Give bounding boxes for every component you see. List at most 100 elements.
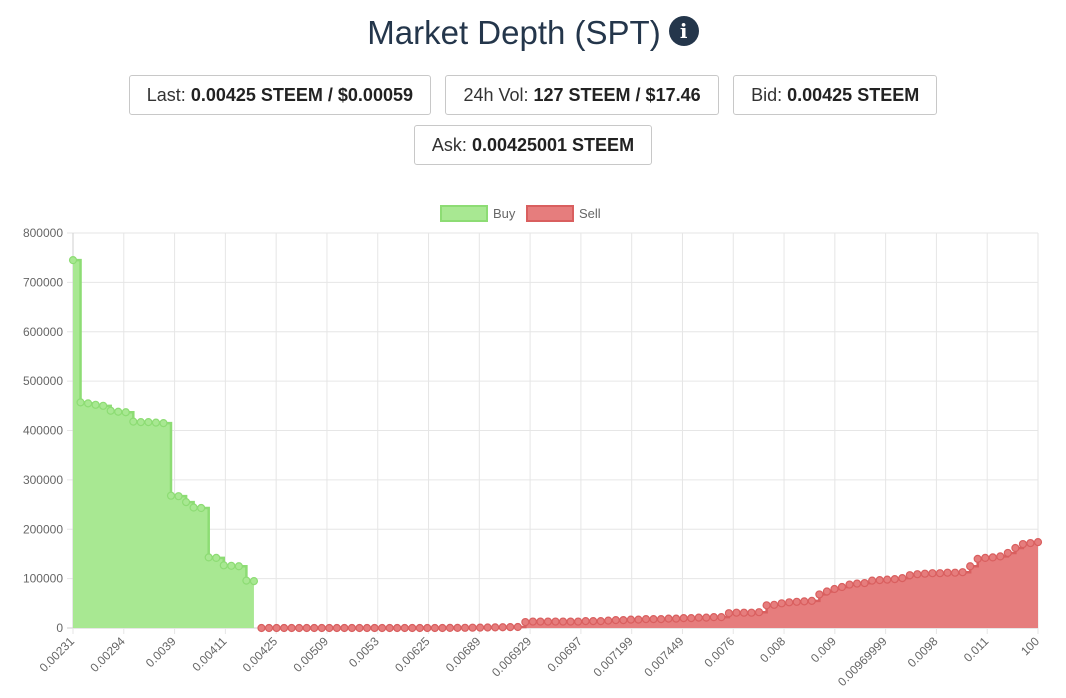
sell-point bbox=[958, 568, 967, 577]
sell-point bbox=[483, 623, 492, 632]
sell-point bbox=[860, 578, 869, 588]
buy-point bbox=[106, 406, 115, 415]
x-tick-label: 0.00625 bbox=[392, 634, 433, 675]
sell-point bbox=[317, 623, 326, 633]
sell-point bbox=[815, 590, 824, 599]
last-price-value: 0.00425 STEEM / $0.00059 bbox=[190, 85, 413, 105]
sell-point bbox=[415, 623, 424, 633]
sell-point bbox=[920, 569, 930, 578]
sell-point bbox=[770, 600, 779, 609]
buy-point bbox=[91, 400, 100, 409]
sell-point bbox=[272, 623, 281, 633]
sell-point bbox=[996, 552, 1005, 561]
y-tick-label: 400000 bbox=[23, 424, 63, 438]
sell-point bbox=[694, 613, 703, 622]
sell-point bbox=[1003, 548, 1012, 558]
sell-point bbox=[1018, 539, 1028, 549]
sell-point bbox=[837, 582, 847, 592]
sell-point bbox=[400, 623, 409, 633]
ask-value: 0.00425001 STEEM bbox=[471, 135, 635, 155]
buy-point bbox=[159, 418, 168, 428]
buy-point bbox=[136, 418, 145, 427]
sell-point bbox=[302, 623, 311, 633]
x-tick-label: 0.00425 bbox=[240, 634, 281, 675]
buy-point bbox=[151, 418, 161, 427]
last-price-label: Last: bbox=[146, 85, 186, 105]
buy-point bbox=[219, 561, 228, 570]
buy-point bbox=[83, 399, 93, 408]
page-title: Market Depth (SPT) bbox=[367, 14, 661, 51]
sell-point bbox=[800, 597, 809, 606]
sell-point bbox=[626, 615, 635, 624]
sell-point bbox=[513, 622, 522, 632]
sell-point bbox=[935, 569, 945, 578]
y-tick-label: 0 bbox=[56, 621, 63, 635]
y-tick-label: 600000 bbox=[23, 325, 63, 339]
sell-point bbox=[830, 584, 839, 594]
sell-point bbox=[792, 597, 801, 606]
x-tick-label: 0.00294 bbox=[87, 634, 128, 675]
sell-point bbox=[852, 579, 862, 588]
sell-point bbox=[566, 617, 575, 626]
info-icon[interactable]: i bbox=[668, 16, 699, 46]
sell-point bbox=[687, 614, 696, 623]
buy-point bbox=[99, 401, 108, 410]
x-tick-label: 0.00509 bbox=[290, 634, 331, 675]
sell-point bbox=[785, 598, 794, 607]
buy-point bbox=[174, 492, 183, 501]
x-tick-label: 0.008 bbox=[757, 634, 788, 665]
sell-point bbox=[762, 601, 771, 610]
sell-point bbox=[845, 580, 854, 589]
sell-point bbox=[362, 623, 372, 633]
sell-point bbox=[257, 623, 266, 633]
sell-point bbox=[264, 623, 274, 633]
sell-point bbox=[423, 623, 432, 633]
x-tick-label: 0.007199 bbox=[591, 634, 637, 680]
y-tick-label: 200000 bbox=[23, 522, 63, 536]
buy-point bbox=[204, 553, 213, 562]
sell-point bbox=[438, 623, 447, 633]
sell-point bbox=[347, 623, 357, 633]
x-tick-label: 0.00231 bbox=[37, 634, 78, 675]
sell-point bbox=[604, 616, 613, 625]
sell-point bbox=[890, 575, 899, 584]
legend-sell-swatch bbox=[526, 205, 574, 222]
sell-point bbox=[445, 623, 455, 633]
y-tick-label: 100000 bbox=[23, 572, 63, 586]
sell-point bbox=[943, 568, 952, 577]
sell-point bbox=[1026, 538, 1035, 548]
y-tick-label: 700000 bbox=[23, 275, 63, 289]
sell-point bbox=[460, 623, 470, 632]
x-tick-label: 0.00969999 bbox=[835, 634, 890, 689]
volume-badge: 24h Vol: 127 STEEM / $17.46 bbox=[445, 75, 719, 115]
market-stats: Last: 0.00425 STEEM / $0.00059 24h Vol: … bbox=[110, 75, 956, 175]
sell-point bbox=[325, 623, 334, 633]
sell-point bbox=[295, 623, 304, 633]
sell-point bbox=[679, 614, 688, 623]
sell-point bbox=[913, 570, 922, 579]
sell-point bbox=[498, 623, 507, 632]
sell-point bbox=[385, 623, 394, 633]
buy-point bbox=[227, 561, 236, 570]
bid-badge: Bid: 0.00425 STEEM bbox=[733, 75, 938, 115]
ask-badge: Ask: 0.00425001 STEEM bbox=[413, 125, 653, 165]
sell-point bbox=[875, 576, 884, 585]
y-tick-label: 500000 bbox=[23, 374, 63, 388]
sell-point bbox=[332, 623, 341, 633]
sell-point bbox=[966, 562, 975, 571]
x-tick-label: 0.00689 bbox=[443, 634, 484, 675]
sell-point bbox=[709, 613, 718, 622]
sell-point bbox=[988, 553, 997, 562]
buy-point bbox=[68, 256, 78, 265]
x-tick-label: 0.0076 bbox=[702, 634, 738, 670]
sell-point bbox=[656, 615, 666, 624]
sell-point bbox=[611, 616, 620, 625]
ask-label: Ask: bbox=[431, 135, 467, 155]
sell-point bbox=[807, 596, 816, 605]
sell-point bbox=[732, 608, 741, 617]
sell-point bbox=[370, 623, 379, 633]
sell-point bbox=[506, 623, 515, 632]
buy-point bbox=[181, 497, 191, 507]
sell-point bbox=[393, 623, 402, 633]
x-tick-label: 0.0098 bbox=[905, 634, 941, 670]
